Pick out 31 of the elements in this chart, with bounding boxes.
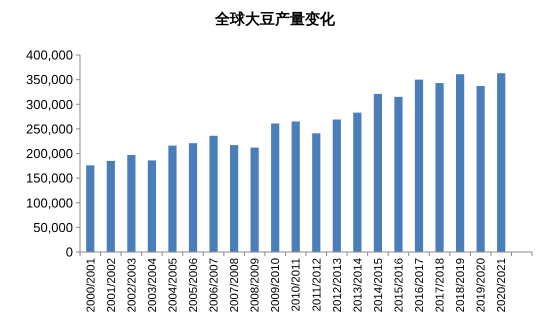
x-tick-label: 2006/2007 xyxy=(208,258,221,312)
y-tick-label: 50,000 xyxy=(33,220,73,235)
x-tick-label: 2009/2010 xyxy=(270,258,282,312)
x-tick-label: 2007/2008 xyxy=(229,258,242,312)
y-tick-label: 400,000 xyxy=(26,48,73,62)
x-tick-label: 2013/2014 xyxy=(352,257,364,312)
x-tick-label: 2010/2011 xyxy=(290,258,303,312)
x-tick-label: 2000/2001 xyxy=(85,258,98,312)
x-tick-label: 2003/2004 xyxy=(146,257,159,312)
x-tick-label: 2001/2002 xyxy=(106,258,118,312)
x-tick-label: 2004/2005 xyxy=(167,258,180,312)
x-tick-label: 2005/2006 xyxy=(188,258,200,312)
y-tick-label: 0 xyxy=(66,244,73,260)
y-tick-label: 250,000 xyxy=(26,121,73,136)
x-tick-label: 2020/2021 xyxy=(496,258,508,312)
x-tick-label: 2019/2020 xyxy=(476,258,488,312)
y-tick-label: 300,000 xyxy=(26,96,73,112)
x-tick-label: 2017/2018 xyxy=(434,258,447,312)
y-tick-label: 100,000 xyxy=(26,195,73,210)
x-tick-label: 2011/2012 xyxy=(311,258,324,312)
x-tick-label: 2012/2013 xyxy=(332,258,344,312)
x-tick-label: 2015/2016 xyxy=(393,258,406,312)
chart-title: 全球大豆产量变化 xyxy=(214,10,336,28)
y-tick-label: 200,000 xyxy=(26,146,73,161)
x-tick-label: 2016/2017 xyxy=(414,258,426,312)
y-tick-label: 350,000 xyxy=(26,72,73,88)
x-tick-label: 2018/2019 xyxy=(455,258,468,312)
x-tick-label: 2008/2009 xyxy=(250,258,262,312)
y-tick-label: 150,000 xyxy=(26,170,73,186)
x-tick-label: 2014/2015 xyxy=(372,258,385,312)
x-tick-label: 2002/2003 xyxy=(126,258,138,312)
